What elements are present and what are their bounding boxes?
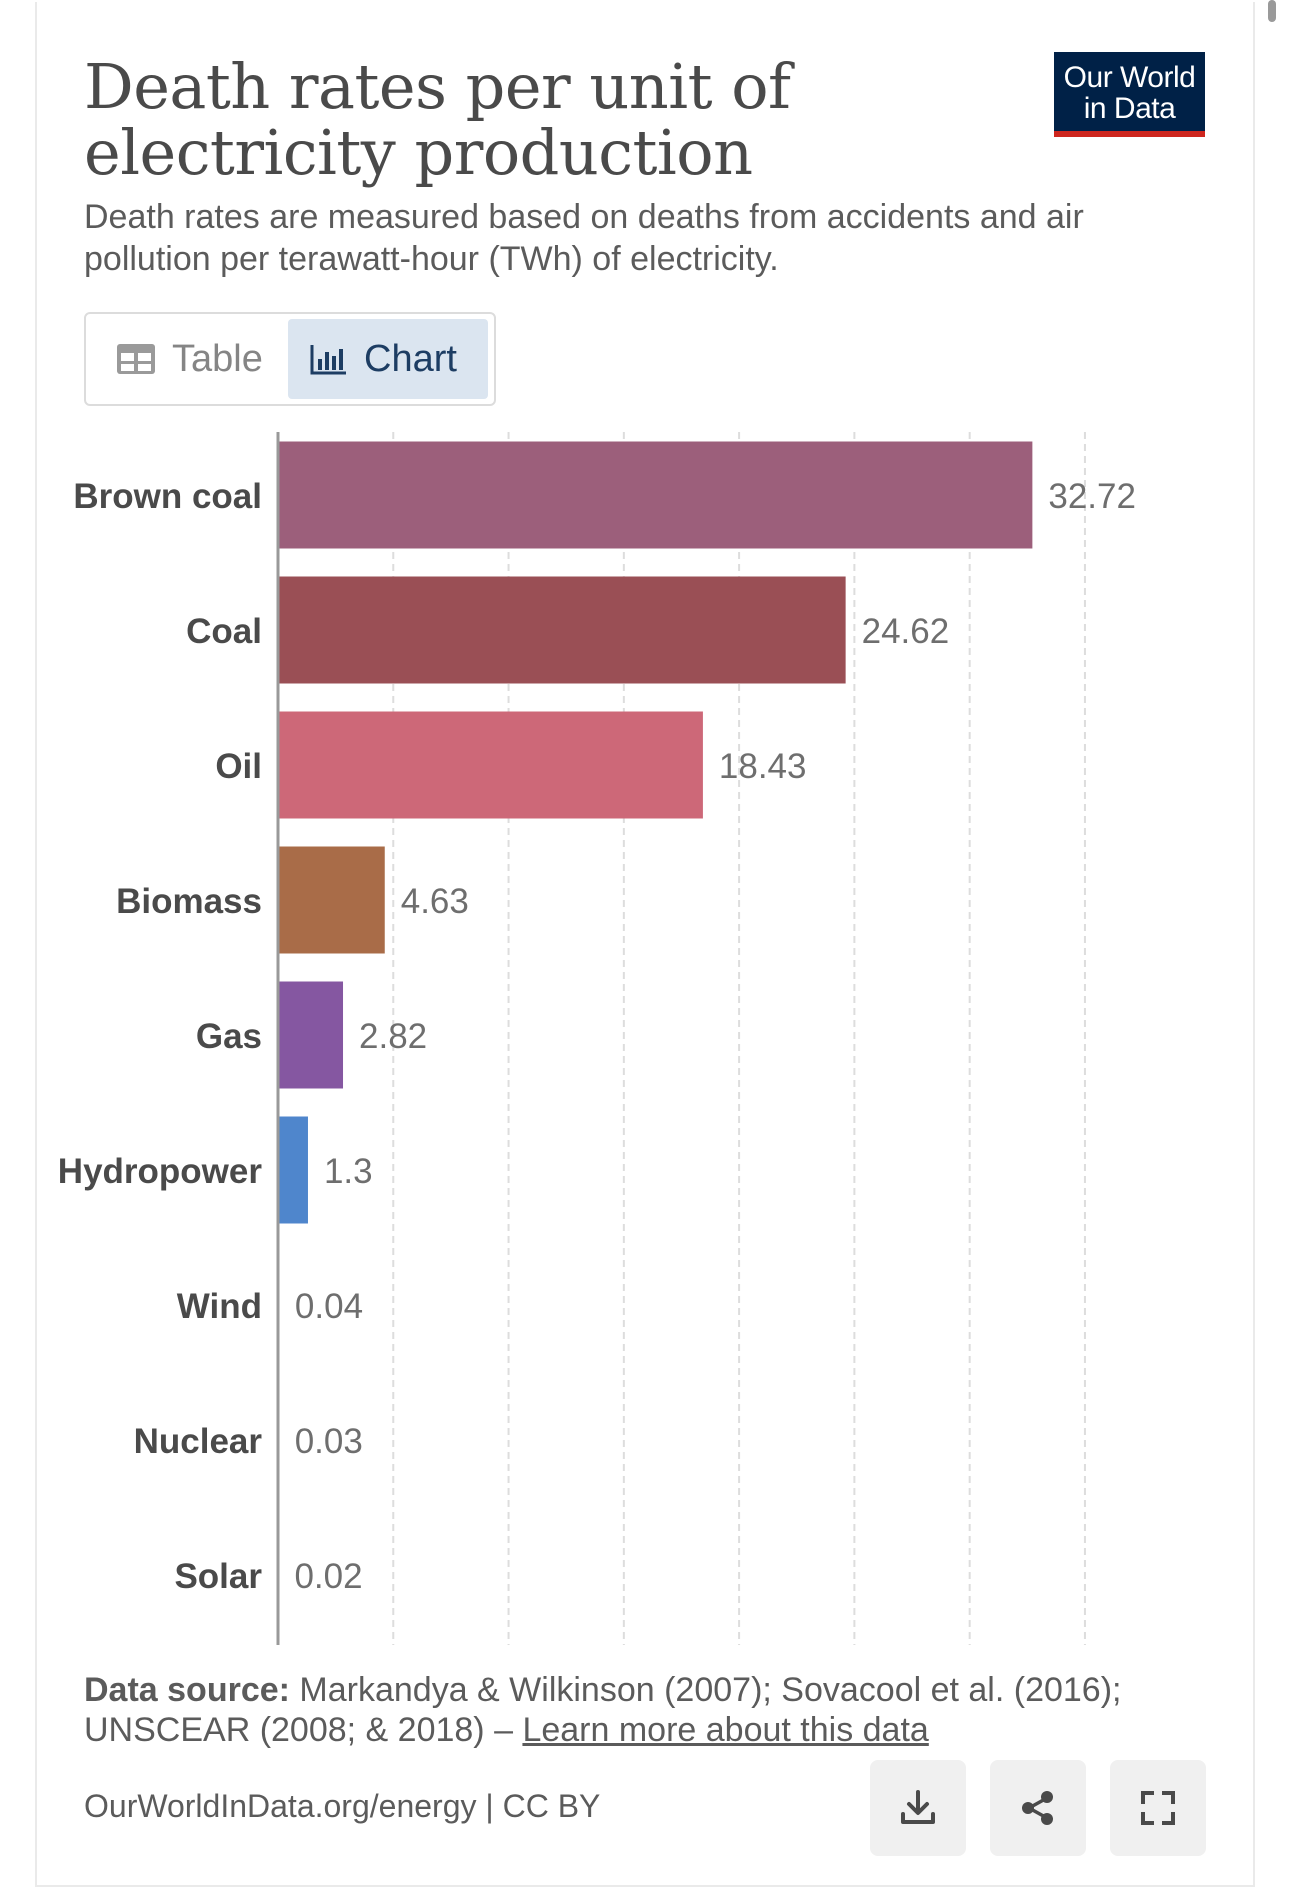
category-label: Coal xyxy=(186,612,262,651)
tab-table-label: Table xyxy=(172,337,263,380)
bar[interactable] xyxy=(278,981,344,1089)
value-label: 24.62 xyxy=(862,612,950,651)
category-label: Nuclear xyxy=(134,1422,263,1461)
value-label: 0.03 xyxy=(295,1422,363,1461)
data-source: Data source: Markandya & Wilkinson (2007… xyxy=(84,1670,1204,1750)
bar[interactable] xyxy=(278,441,1033,549)
category-label: Brown coal xyxy=(73,477,262,516)
category-label: Gas xyxy=(196,1017,262,1056)
value-label: 2.82 xyxy=(359,1017,427,1056)
bar[interactable] xyxy=(278,846,385,954)
url-license: OurWorldInData.org/energy | CC BY xyxy=(84,1788,601,1824)
bar[interactable] xyxy=(278,711,703,819)
value-label: 18.43 xyxy=(719,747,807,786)
logo-line-1: Our World xyxy=(1063,61,1196,94)
download-icon xyxy=(901,1790,935,1824)
share-button[interactable] xyxy=(990,1760,1086,1856)
bar[interactable] xyxy=(278,576,846,684)
value-label: 4.63 xyxy=(401,882,469,921)
chart-card xyxy=(35,2,1255,1887)
table-icon xyxy=(117,344,155,374)
learn-more-link[interactable]: Learn more about this data xyxy=(522,1711,929,1749)
bar-chart-icon xyxy=(310,345,346,375)
download-button[interactable] xyxy=(870,1760,966,1856)
category-label: Biomass xyxy=(116,882,262,921)
fullscreen-icon xyxy=(1141,1791,1175,1825)
chart-title: Death rates per unit of electricity prod… xyxy=(84,50,791,189)
category-label: Hydropower xyxy=(58,1152,263,1191)
owid-logo[interactable]: Our World in Data xyxy=(1054,52,1205,137)
category-label: Wind xyxy=(177,1287,262,1326)
logo-line-2: in Data xyxy=(1083,92,1176,125)
value-label: 1.3 xyxy=(324,1152,373,1191)
tab-table[interactable]: Table xyxy=(92,319,286,399)
view-toggle: Table Chart xyxy=(84,312,496,406)
bar[interactable] xyxy=(278,1116,308,1224)
scrollbar[interactable] xyxy=(1268,0,1276,22)
value-label: 0.04 xyxy=(295,1287,363,1326)
tab-chart[interactable]: Chart xyxy=(288,319,488,399)
value-label: 32.72 xyxy=(1048,477,1136,516)
share-icon xyxy=(1022,1791,1053,1825)
chart-subtitle: Death rates are measured based on deaths… xyxy=(84,198,1084,278)
data-source-text: Markandya & Wilkinson (2007); Sovacool e… xyxy=(84,1671,1122,1749)
value-label: 0.02 xyxy=(294,1557,362,1596)
category-label: Oil xyxy=(215,747,262,786)
bar-chart: Brown coal 32.72 Coal 24.62 Oil 18.43 Biomass 4… xyxy=(58,432,1136,1645)
fullscreen-button[interactable] xyxy=(1110,1760,1206,1856)
data-source-label: Data source: xyxy=(84,1671,290,1709)
tab-chart-label: Chart xyxy=(364,337,457,380)
category-label: Solar xyxy=(174,1557,262,1596)
